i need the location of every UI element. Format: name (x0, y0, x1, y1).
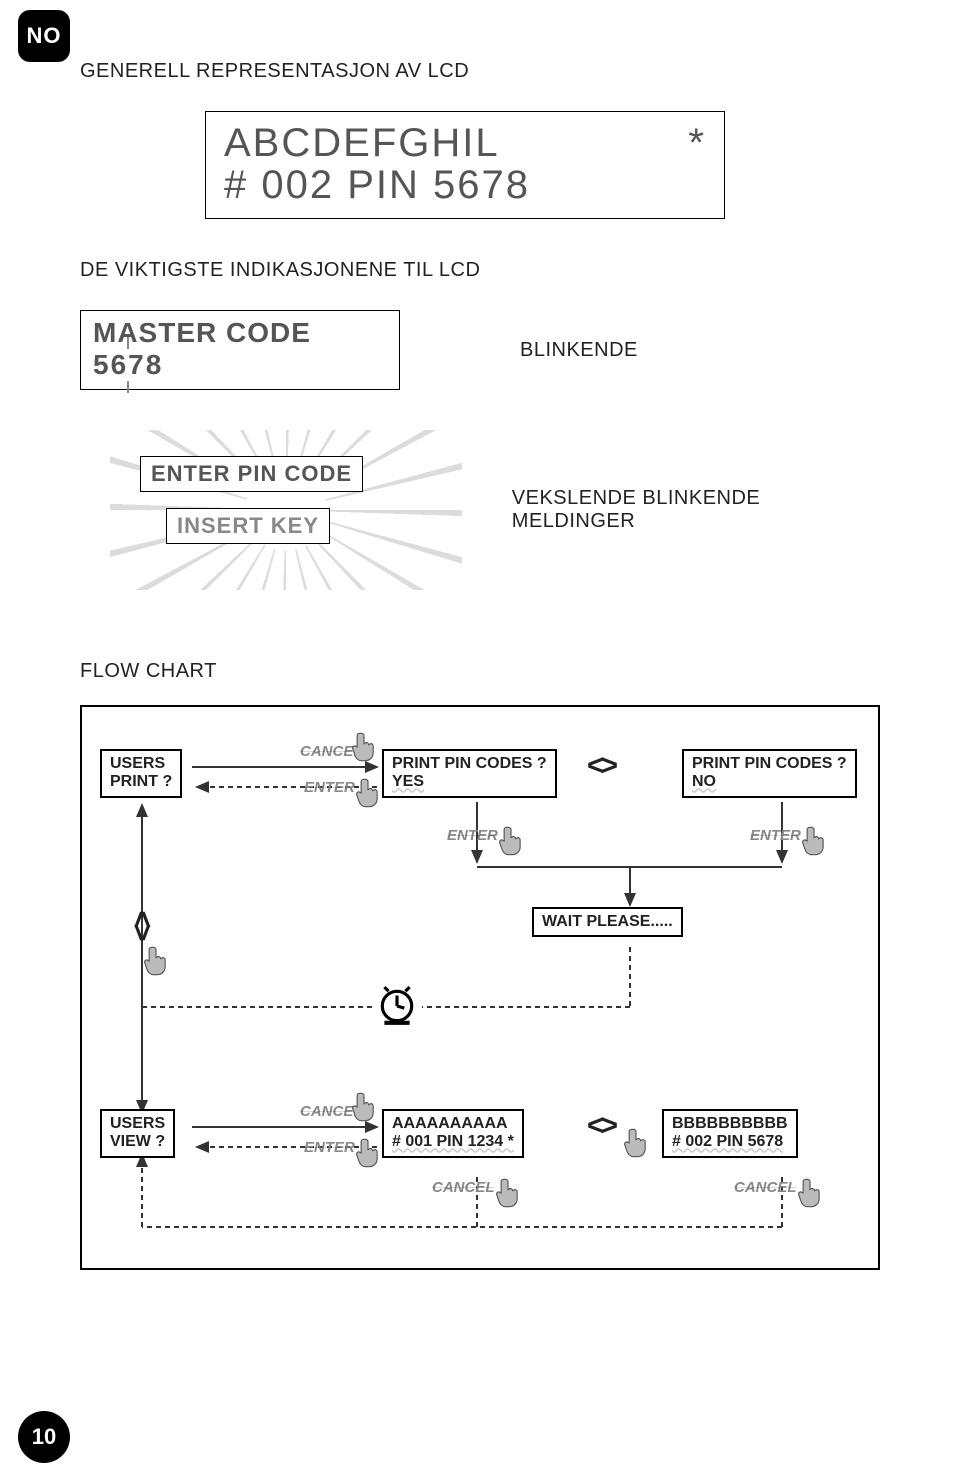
enter-pin-box: ENTER PIN CODE (140, 456, 363, 492)
label-enter-4: ENTER (304, 1139, 355, 1156)
print-no-l2: NO (692, 773, 847, 791)
print-yes-l1: PRINT PIN CODES ? (392, 755, 547, 773)
node-wait: WAIT PLEASE..... (532, 907, 683, 937)
hand-icon (494, 1177, 522, 1209)
page-content: GENERELL REPRESENTASJON AV LCD ABCDEFGHI… (0, 0, 960, 1270)
chevron-lr-icon: <> (587, 749, 614, 783)
lcd-line1-left: ABCDEFGHIL (224, 122, 500, 164)
master-line2: 5678 (93, 349, 163, 381)
lcd-line2: # 002 PIN 5678 (224, 164, 706, 206)
hand-icon (622, 1127, 650, 1159)
bbb-l1: BBBBBBBBBB (672, 1115, 788, 1133)
label-vekslende: VEKSLENDE BLINKENDE MELDINGER (512, 487, 880, 533)
users-view-l2: VIEW ? (110, 1133, 165, 1151)
bbb-l2: # 002 PIN 5678 (672, 1133, 788, 1151)
flowchart-title: FLOW CHART (80, 660, 880, 683)
hand-icon (354, 777, 382, 809)
node-print-no: PRINT PIN CODES ? NO (682, 749, 857, 798)
aaa-l1: AAAAAAAAAA (392, 1115, 514, 1133)
insert-key-box: INSERT KEY (166, 508, 330, 544)
heading-viktigste: DE VIKTIGSTE INDIKASJONENE TIL LCD (80, 259, 880, 282)
flowchart-container: USERS PRINT ? CANCEL ENTER PRINT PIN COD… (80, 705, 880, 1270)
heading-generell: GENERELL REPRESENTASJON AV LCD (80, 60, 880, 83)
users-print-l2: PRINT ? (110, 773, 172, 791)
clock-icon (376, 985, 418, 1027)
node-aaa: AAAAAAAAAA # 001 PIN 1234 * (382, 1109, 524, 1158)
node-users-view: USERS VIEW ? (100, 1109, 175, 1158)
hand-icon (796, 1177, 824, 1209)
node-print-yes: PRINT PIN CODES ? YES (382, 749, 557, 798)
master-code-box: MASTER CODE 5678 (80, 310, 400, 390)
label-cancel-4: CANCEL (734, 1179, 797, 1196)
lcd-line1-right: * (688, 122, 706, 164)
alternating-lcd-stack: ENTER PIN CODE INSERT KEY (130, 450, 442, 570)
hand-icon (350, 1091, 378, 1123)
lang-badge: NO (18, 10, 70, 62)
hand-icon (800, 825, 828, 857)
label-enter-3: ENTER (750, 827, 801, 844)
hand-icon (497, 825, 525, 857)
label-cancel-3: CANCEL (432, 1179, 495, 1196)
label-blinkende: BLINKENDE (520, 339, 638, 362)
node-bbb: BBBBBBBBBB # 002 PIN 5678 (662, 1109, 798, 1158)
wait-text: WAIT PLEASE..... (542, 913, 673, 930)
print-yes-l2: YES (392, 773, 547, 791)
users-print-l1: USERS (110, 755, 172, 773)
hand-icon (350, 731, 378, 763)
print-no-l1: PRINT PIN CODES ? (692, 755, 847, 773)
hand-icon (142, 945, 170, 977)
page-number-badge: 10 (18, 1411, 70, 1463)
node-users-print: USERS PRINT ? (100, 749, 182, 798)
lcd-main-display: ABCDEFGHIL * # 002 PIN 5678 (205, 111, 725, 219)
chevron-ud-icon: <> (125, 910, 159, 937)
hand-icon (354, 1137, 382, 1169)
users-view-l1: USERS (110, 1115, 165, 1133)
label-enter-1: ENTER (304, 779, 355, 796)
aaa-l2: # 001 PIN 1234 * (392, 1133, 514, 1151)
label-enter-2: ENTER (447, 827, 498, 844)
master-line1: MASTER CODE (93, 317, 387, 349)
chevron-lr-icon: <> (587, 1109, 614, 1143)
